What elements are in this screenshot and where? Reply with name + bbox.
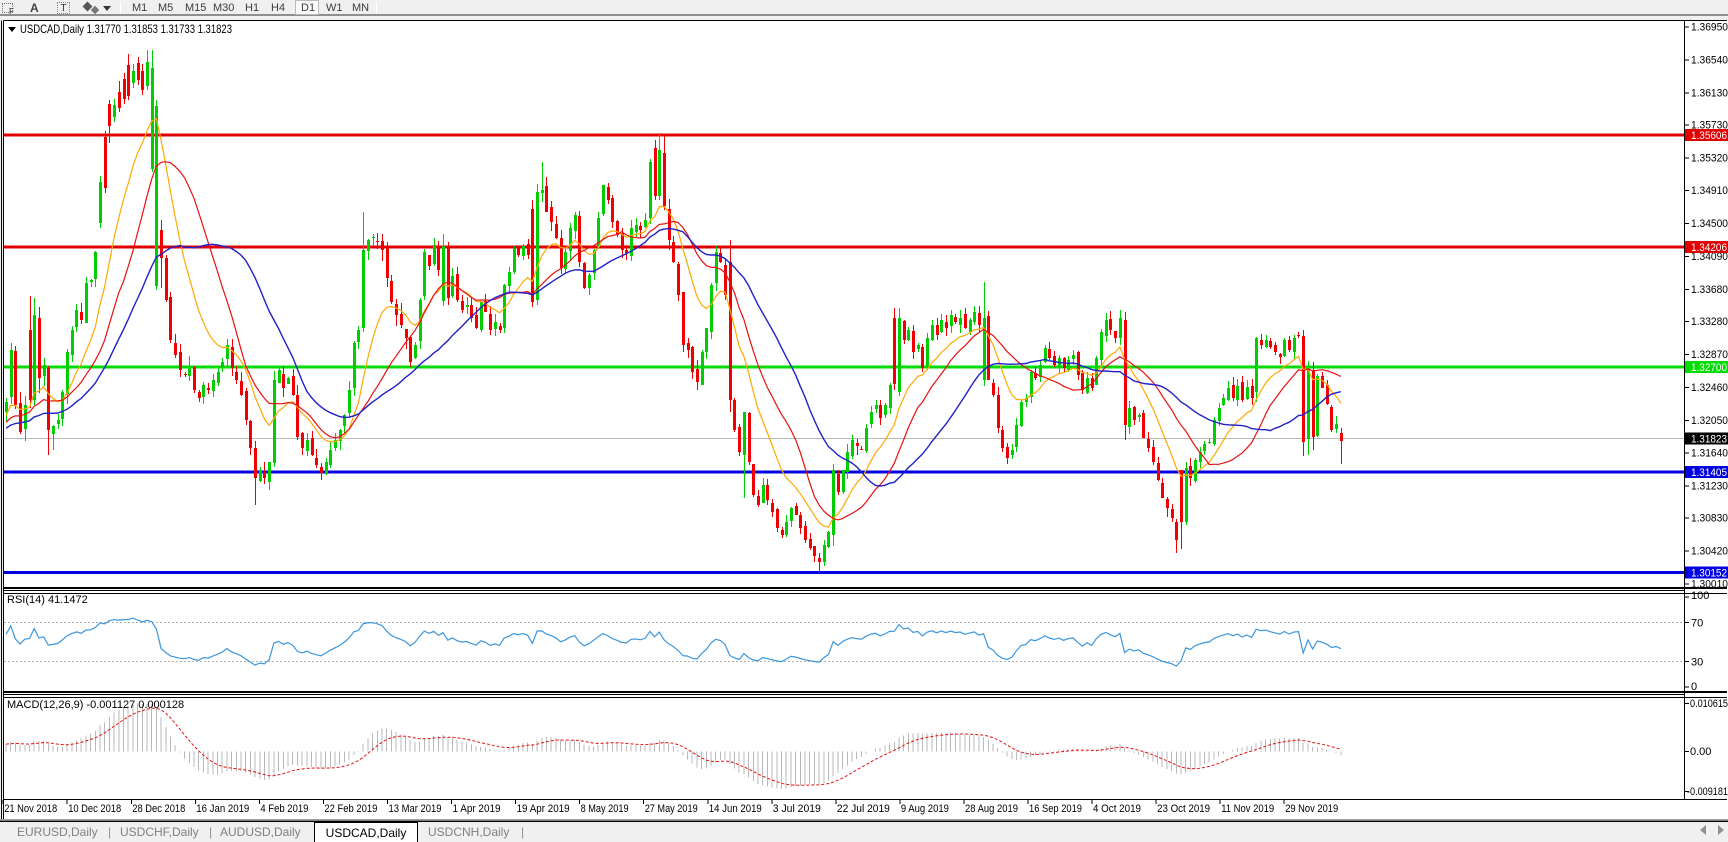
svg-text:10 Dec 2018: 10 Dec 2018 — [68, 803, 121, 815]
svg-text:22 Jul 2019: 22 Jul 2019 — [837, 803, 890, 815]
svg-text:30: 30 — [1691, 657, 1703, 669]
svg-text:1.30010: 1.30010 — [1691, 579, 1728, 591]
svg-text:MACD(12,26,9) -0.001127 0.0001: MACD(12,26,9) -0.001127 0.000128 — [7, 699, 184, 711]
svg-text:28 Aug 2019: 28 Aug 2019 — [965, 803, 1018, 815]
svg-text:1.30830: 1.30830 — [1691, 513, 1728, 525]
svg-text:23 Oct 2019: 23 Oct 2019 — [1157, 803, 1210, 815]
svg-text:11 Nov 2019: 11 Nov 2019 — [1221, 803, 1274, 815]
svg-text:1.31405: 1.31405 — [1691, 467, 1727, 479]
svg-text:1.31230: 1.31230 — [1691, 481, 1728, 493]
svg-text:USDCAD,Daily 1.31770 1.31853: USDCAD,Daily 1.31770 1.31853 1.31733 1.3… — [20, 22, 232, 36]
svg-text:1.32050: 1.32050 — [1691, 415, 1728, 427]
svg-text:1.34206: 1.34206 — [1691, 242, 1727, 254]
svg-text:3 Jul 2019: 3 Jul 2019 — [773, 803, 821, 815]
svg-text:1.34910: 1.34910 — [1691, 185, 1728, 197]
svg-text:14 Jun 2019: 14 Jun 2019 — [709, 803, 762, 815]
svg-text:1.30152: 1.30152 — [1691, 567, 1727, 579]
svg-text:4 Feb 2019: 4 Feb 2019 — [260, 803, 308, 815]
svg-text:1.34500: 1.34500 — [1691, 218, 1728, 230]
svg-text:1.35320: 1.35320 — [1691, 152, 1728, 164]
svg-text:19 Apr 2019: 19 Apr 2019 — [517, 803, 570, 815]
svg-text:1.32870: 1.32870 — [1691, 349, 1728, 361]
svg-text:1 Apr 2019: 1 Apr 2019 — [453, 803, 501, 815]
svg-text:70: 70 — [1691, 617, 1703, 629]
svg-text:27 May 2019: 27 May 2019 — [645, 803, 698, 815]
svg-text:1.33680: 1.33680 — [1691, 284, 1728, 296]
svg-text:4 Oct 2019: 4 Oct 2019 — [1093, 803, 1141, 815]
svg-text:1.30420: 1.30420 — [1691, 546, 1728, 558]
svg-text:1.32460: 1.32460 — [1691, 382, 1728, 394]
svg-text:22 Feb 2019: 22 Feb 2019 — [324, 803, 377, 815]
svg-text:1.33280: 1.33280 — [1691, 316, 1728, 328]
svg-text:1.31823: 1.31823 — [1691, 433, 1727, 445]
svg-text:16 Jan 2019: 16 Jan 2019 — [196, 803, 249, 815]
svg-text:8 May 2019: 8 May 2019 — [581, 803, 629, 815]
svg-text:0.00: 0.00 — [1690, 746, 1711, 758]
svg-text:28 Dec 2018: 28 Dec 2018 — [132, 803, 185, 815]
svg-text:1.31640: 1.31640 — [1691, 448, 1728, 460]
svg-text:16 Sep 2019: 16 Sep 2019 — [1029, 803, 1082, 815]
svg-text:1.36130: 1.36130 — [1691, 87, 1728, 99]
svg-text:1.34090: 1.34090 — [1691, 251, 1728, 263]
svg-text:9 Aug 2019: 9 Aug 2019 — [901, 803, 949, 815]
svg-text:13 Mar 2019: 13 Mar 2019 — [389, 803, 442, 815]
svg-text:RSI(14) 41.1472: RSI(14) 41.1472 — [7, 594, 88, 606]
svg-text:0.010615: 0.010615 — [1690, 698, 1728, 710]
svg-text:1.36540: 1.36540 — [1691, 54, 1728, 66]
svg-text:1.36950: 1.36950 — [1691, 22, 1728, 34]
svg-text:29 Nov 2019: 29 Nov 2019 — [1285, 803, 1338, 815]
svg-text:1.35730: 1.35730 — [1691, 119, 1728, 131]
svg-text:21 Nov 2018: 21 Nov 2018 — [4, 803, 57, 815]
svg-text:100: 100 — [1691, 590, 1709, 602]
svg-text:0: 0 — [1691, 681, 1697, 693]
svg-text:1.35606: 1.35606 — [1691, 130, 1727, 142]
svg-text:-0.009181: -0.009181 — [1687, 786, 1728, 798]
svg-text:1.32700: 1.32700 — [1691, 362, 1727, 374]
